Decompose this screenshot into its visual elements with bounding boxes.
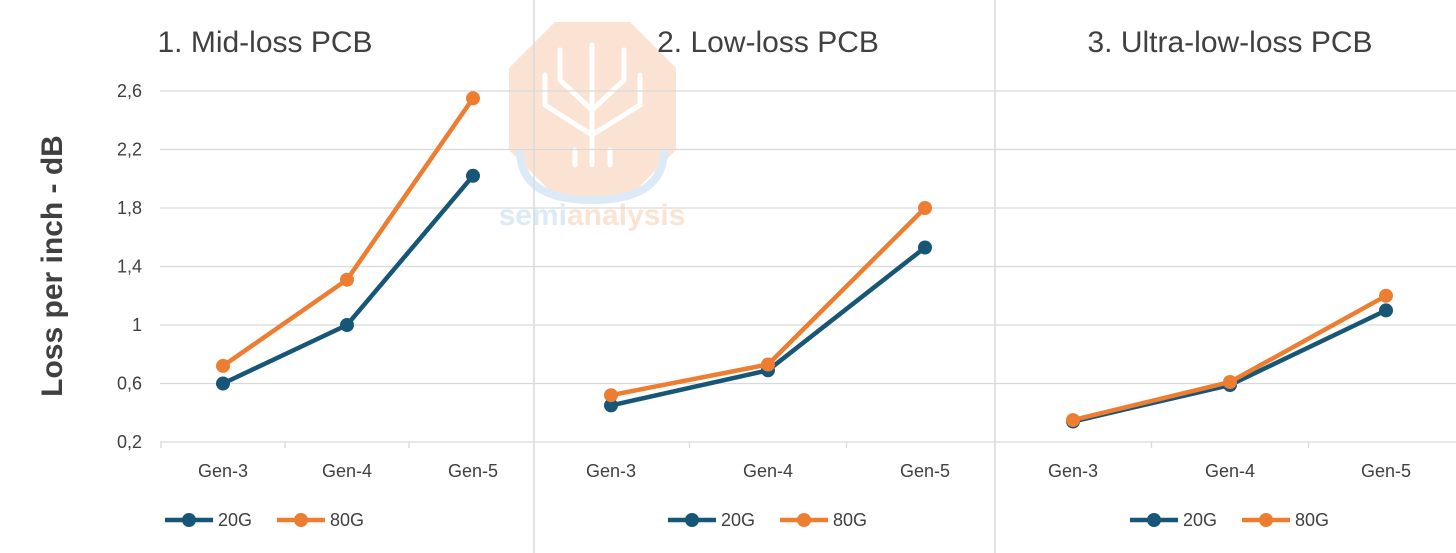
y-axis-label: Loss per inch - dB (36, 135, 69, 397)
legend-swatch-marker (1259, 513, 1273, 527)
data-point-80G (1066, 413, 1080, 428)
legend: 20G 80G (1130, 510, 1329, 530)
y-tick-label: 1 (132, 315, 142, 335)
logo-tree (542, 42, 643, 168)
data-point-80G (340, 272, 354, 287)
data-point-20G (918, 240, 932, 255)
logo-octagon (509, 22, 676, 196)
legend-label: 20G (1183, 510, 1217, 530)
legend: 20G 80G (668, 510, 867, 530)
watermark: semianalysis (499, 22, 686, 232)
series-line-20G (1072, 308, 1387, 424)
chart-panel-2: 2. Low-loss PCB Gen-3 Gen-4 Gen-5 20G 80G (586, 26, 950, 530)
y-axis-ticks: 2,6 2,2 1,8 1,4 1 0,6 0,2 (117, 81, 142, 452)
x-category-label: Gen-3 (1048, 461, 1098, 481)
legend-label: 80G (330, 510, 364, 530)
legend-label: 80G (1295, 510, 1329, 530)
legend-swatch-marker (182, 513, 196, 527)
data-point-80G (466, 91, 480, 106)
watermark-brand-text: semianalysis (499, 199, 686, 232)
panel-dividers (533, 0, 996, 553)
x-category-label: Gen-4 (743, 461, 793, 481)
data-point-80G (604, 388, 618, 403)
legend-label: 80G (833, 510, 867, 530)
semianalysis-logo-icon (509, 22, 676, 205)
x-category-label: Gen-5 (900, 461, 950, 481)
chart-panel-3: 3. Ultra-low-loss PCB Gen-3 Gen-4 Gen-5 20G 8… (1048, 26, 1411, 530)
legend-swatch-marker (1147, 513, 1161, 527)
y-tick-label: 0,2 (117, 432, 142, 452)
logo-tree-branch (557, 47, 595, 113)
data-point-20G (466, 168, 480, 183)
x-category-label: Gen-4 (1205, 461, 1255, 481)
data-point-20G (604, 398, 618, 413)
data-point-80G (1379, 288, 1393, 303)
chart-panel-1: 1. Mid-loss PCB Gen-3 Gen-4 Gen-5 20G 80G (157, 26, 498, 530)
gridlines (160, 90, 1456, 448)
panel-title: 1. Mid-loss PCB (157, 26, 372, 59)
data-point-20G (340, 318, 354, 332)
panel-title: 2. Low-loss PCB (657, 26, 879, 59)
series-line-20G (610, 245, 927, 408)
legend-label: 20G (721, 510, 755, 530)
logo-tree-branch (589, 47, 627, 113)
data-point-80G (1223, 375, 1237, 389)
y-tick-label: 0,6 (117, 374, 142, 394)
data-point-80G (761, 357, 775, 372)
x-category-label: Gen-3 (586, 461, 636, 481)
series-line-80G (1072, 293, 1388, 423)
panel-title: 3. Ultra-low-loss PCB (1087, 26, 1372, 59)
legend-swatch-marker (685, 513, 699, 527)
legend-swatch-marker (797, 513, 811, 527)
logo-tree-branch (589, 72, 643, 138)
x-category-label: Gen-5 (1361, 461, 1411, 481)
x-category-label: Gen-5 (448, 461, 498, 481)
logo-tree-branch (542, 72, 595, 138)
x-category-label: Gen-4 (322, 461, 372, 481)
y-tick-label: 1,4 (117, 257, 142, 277)
watermark-brand-part2: analysis (567, 199, 685, 232)
logo-base-arc (516, 149, 668, 205)
y-tick-label: 1,8 (117, 198, 142, 218)
legend-swatch-marker (294, 513, 308, 527)
watermark-brand-part1: semi (499, 199, 567, 232)
data-point-80G (216, 358, 230, 373)
data-point-20G (1379, 303, 1393, 318)
data-point-20G (216, 376, 230, 391)
legend-label: 20G (218, 510, 252, 530)
data-point-80G (918, 201, 932, 215)
y-tick-label: 2,6 (117, 81, 142, 101)
x-category-label: Gen-3 (198, 461, 248, 481)
legend: 20G 80G (165, 510, 364, 530)
y-tick-label: 2,2 (117, 140, 142, 160)
